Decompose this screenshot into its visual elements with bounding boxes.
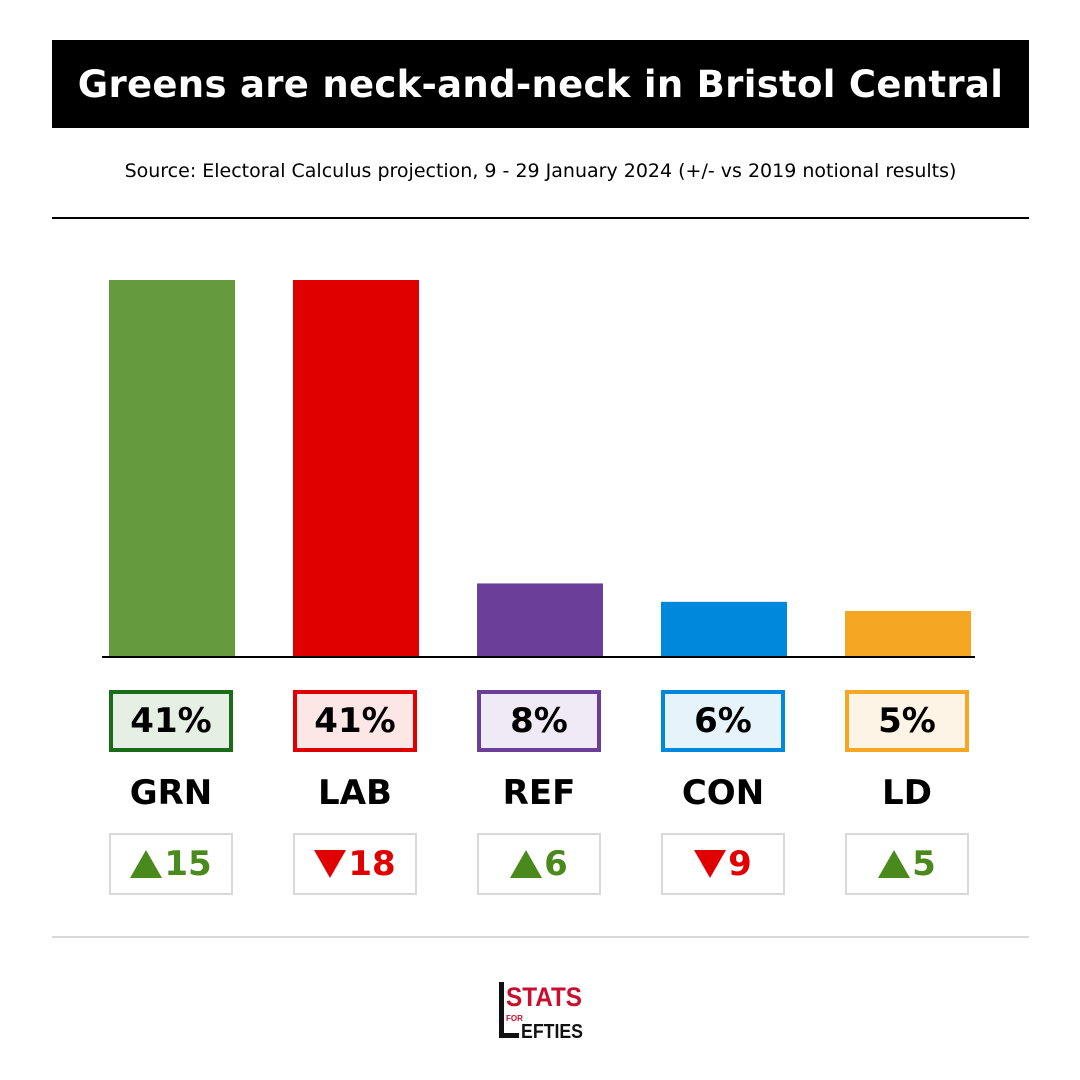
value-label-con: 6% <box>661 690 785 752</box>
change-value: 9 <box>728 844 752 884</box>
logo-text-for: FOR <box>506 1014 523 1023</box>
triangle-down-icon <box>314 850 347 878</box>
bar-chart <box>102 280 975 658</box>
bar-lab <box>293 280 419 657</box>
triangle-up-icon <box>510 850 543 878</box>
chart-source: Source: Electoral Calculus projection, 9… <box>124 160 957 182</box>
logo-text-efties: EFTIES <box>521 1021 583 1040</box>
stats-for-lefties-logo: STATS FOR EFTIES <box>499 982 583 1040</box>
change-label-ld: 5 <box>845 833 969 895</box>
category-label-ld: LD <box>882 773 932 813</box>
bar-ld <box>845 611 971 657</box>
change-value: 5 <box>912 844 936 884</box>
bar-grn <box>109 280 235 657</box>
change-label-lab: 18 <box>293 833 417 895</box>
value-label-ref: 8% <box>477 690 601 752</box>
triangle-up-icon <box>130 850 163 878</box>
change-label-ref: 6 <box>477 833 601 895</box>
category-label-lab: LAB <box>318 773 392 813</box>
value-label-grn: 41% <box>109 690 233 752</box>
value-label-ld: 5% <box>845 690 969 752</box>
value-label-lab: 41% <box>293 690 417 752</box>
category-label-con: CON <box>681 773 765 813</box>
change-value: 15 <box>164 844 212 884</box>
category-label-grn: GRN <box>129 773 213 813</box>
change-label-grn: 15 <box>109 833 233 895</box>
bar-con <box>661 601 787 657</box>
chart-title: Greens are neck-and-neck in Bristol Cent… <box>52 40 1029 128</box>
bar-ref <box>477 583 603 657</box>
logo-text-stats: STATS <box>506 982 582 1012</box>
change-value: 18 <box>348 844 396 884</box>
top-divider <box>52 217 1029 219</box>
category-label-ref: REF <box>502 773 576 813</box>
change-value: 6 <box>544 844 568 884</box>
triangle-up-icon <box>878 850 911 878</box>
change-label-con: 9 <box>661 833 785 895</box>
triangle-down-icon <box>694 850 727 878</box>
bottom-divider <box>52 936 1029 938</box>
